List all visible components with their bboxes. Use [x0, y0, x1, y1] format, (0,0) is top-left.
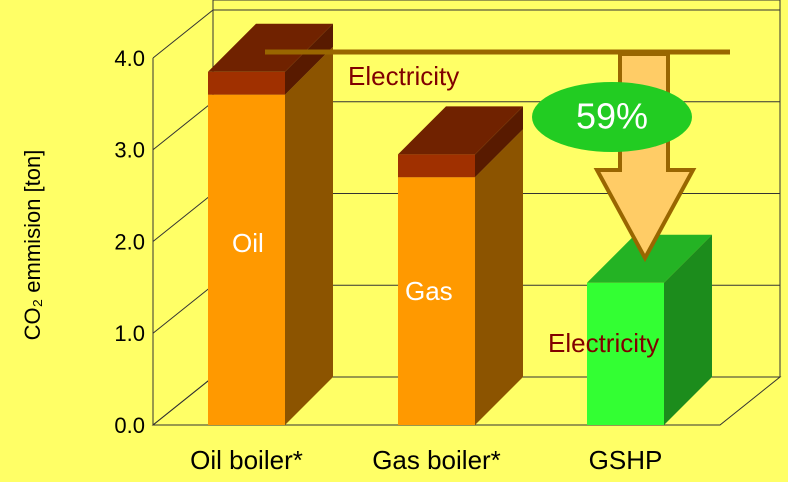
segment-label: Gas — [405, 276, 453, 306]
bar — [208, 71, 285, 95]
y-tick-label: 3.0 — [114, 138, 145, 163]
bar-top — [398, 106, 523, 155]
bar — [587, 282, 664, 425]
bar-side — [475, 106, 523, 178]
bar-side — [664, 234, 712, 425]
segment-label: Electricity — [348, 61, 459, 91]
grid-line — [152, 9, 780, 59]
x-tick-label: GSHP — [589, 445, 663, 475]
bar — [208, 94, 285, 425]
bars: Oil boiler* Gas boiler* GSHP — [190, 23, 712, 475]
y-tick-label: 4.0 — [114, 46, 145, 71]
y-tick-label: 2.0 — [114, 229, 145, 254]
segment-label: Oil — [232, 228, 264, 258]
bar — [398, 154, 475, 178]
badge — [532, 82, 692, 152]
y-axis-label: CO₂ emmision [ton] — [20, 150, 45, 341]
bar-top — [587, 234, 712, 283]
annotation: 59% — [576, 96, 648, 137]
x-tick-label: Gas boiler* — [372, 445, 501, 475]
bar-top — [208, 23, 333, 72]
y-tick-label: 0.0 — [114, 413, 145, 438]
segment-label: Electricity — [548, 328, 659, 358]
bar-side — [475, 129, 523, 425]
bar-side — [285, 46, 333, 425]
bar — [398, 177, 475, 425]
x-tick-label: Oil boiler* — [190, 445, 303, 475]
bar-side — [285, 23, 333, 95]
y-tick-label: 1.0 — [114, 321, 145, 346]
